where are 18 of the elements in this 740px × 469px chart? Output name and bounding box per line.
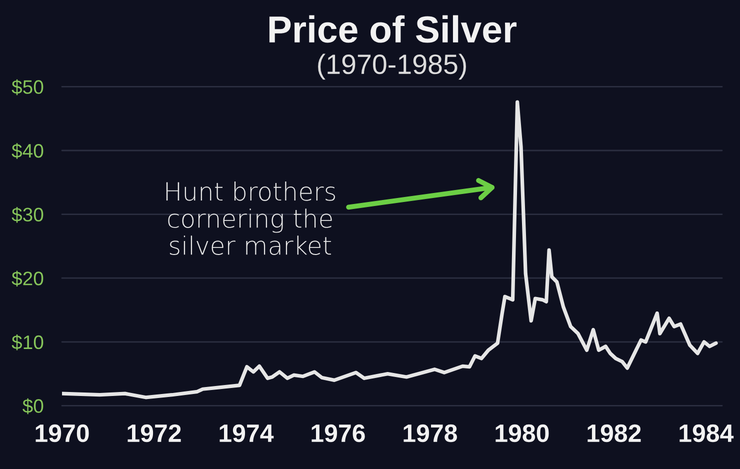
x-tick-label: 1974 [220, 424, 274, 442]
chart-title: Price of Silver [269, 15, 516, 43]
chart-subtitle: (1970-1985) [318, 54, 466, 80]
x-tick-label: 1982 [588, 424, 641, 442]
y-tick-label: $50 [12, 79, 44, 96]
x-tick-label: 1970 [36, 424, 89, 442]
x-tick-label: 1976 [312, 424, 365, 442]
x-tick-label: 1980 [496, 424, 549, 442]
annotation: Hunt brothers cornering the silver market [166, 182, 336, 255]
y-tick-label: $20 [12, 270, 44, 286]
x-tick-label: 1984 [680, 424, 734, 442]
x-tick-label: 1978 [404, 424, 457, 442]
line-series [62, 100, 718, 400]
y-tick-label: $10 [12, 334, 44, 350]
y-tick-label: $0 [22, 398, 44, 414]
x-tick-label: 1972 [128, 424, 181, 442]
y-tick-label: $40 [12, 143, 44, 159]
y-tick-label: $30 [12, 206, 44, 223]
